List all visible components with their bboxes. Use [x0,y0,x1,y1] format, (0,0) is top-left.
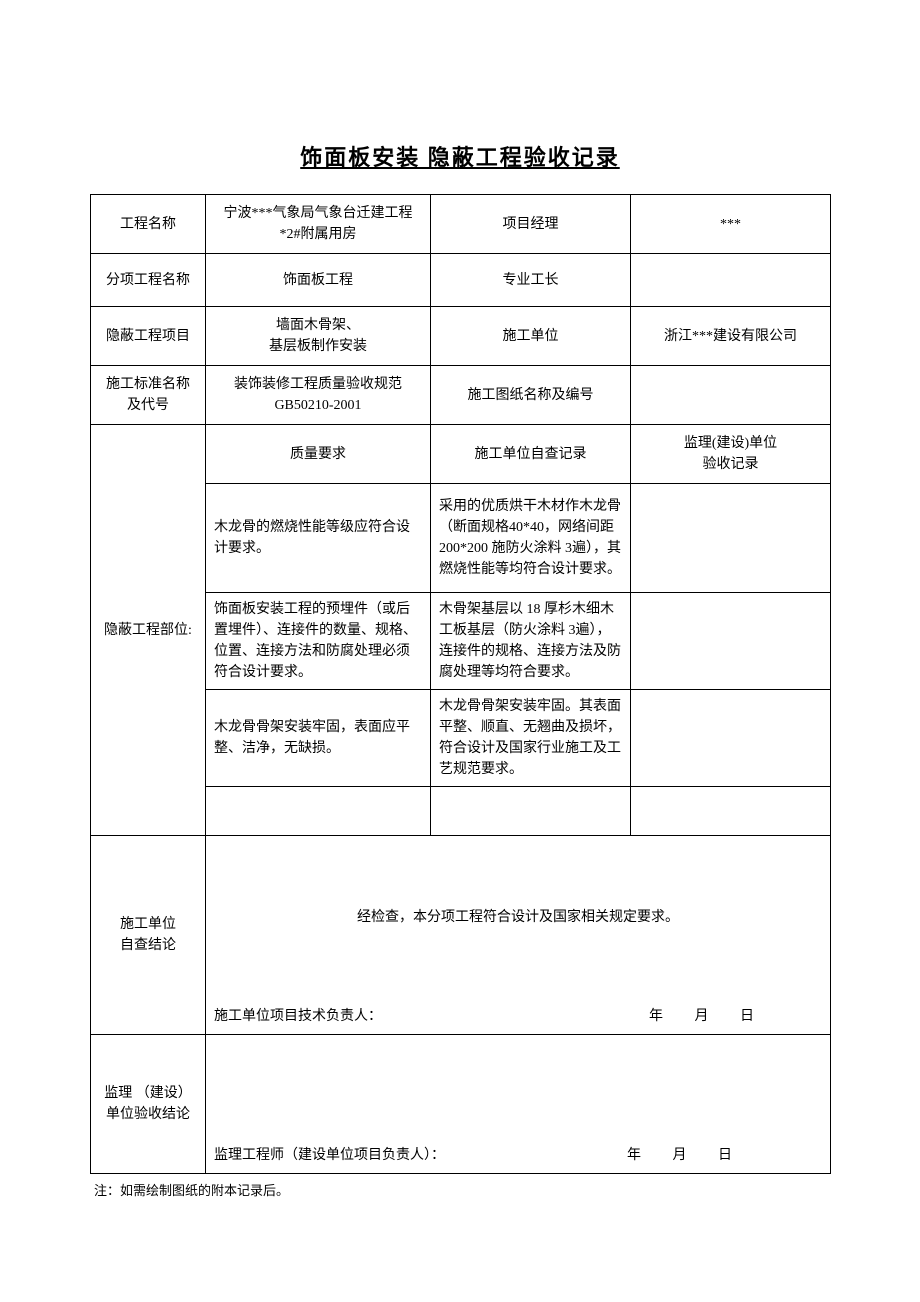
footnote: 注：如需绘制图纸的附本记录后。 [90,1180,830,1199]
check-empty [431,787,631,836]
date-day-1: 日 [740,1009,754,1024]
check-1: 木骨架基层以 18 厚杉木细木工板基层（防火涂料 3遍），连接件的规格、连接方法… [431,593,631,690]
date-year-1: 年 [649,1009,663,1024]
date-month-1: 月 [695,1009,709,1024]
label-foreman: 专业工长 [431,254,631,307]
req-2: 木龙骨骨架安装牢固，表面应平整、洁净，无缺损。 [206,690,431,787]
req-empty [206,787,431,836]
label-hidden-part: 隐蔽工程部位: [91,425,206,836]
date-year-2: 年 [627,1148,641,1163]
value-drawing [631,366,831,425]
value-project-name: 宁波***气象局气象台迁建工程 *2#附属用房 [206,195,431,254]
req-1: 饰面板安装工程的预埋件（或后置埋件）、连接件的数量、规格、位置、连接方法和防腐处… [206,593,431,690]
label-tech-person: 施工单位项目技术负责人： [214,1009,382,1024]
value-sub-project: 饰面板工程 [206,254,431,307]
tech-person-sig-line: 施工单位项目技术负责人： 年 月 日 [206,998,831,1035]
label-hidden-item: 隐蔽工程项目 [91,307,206,366]
supervision-conclusion-body [206,1035,831,1138]
record-table: 工程名称 宁波***气象局气象台迁建工程 *2#附属用房 项目经理 *** 分项… [90,194,831,1174]
supervision-2 [631,690,831,787]
check-2: 木龙骨骨架安装牢固。其表面平整、顺直、无翘曲及损坏，符合设计及国家行业施工及工艺… [431,690,631,787]
req-0: 木龙骨的燃烧性能等级应符合设计要求。 [206,484,431,593]
supervisor-sig-line: 监理工程师（建设单位项目负责人）： 年 月 日 [206,1137,831,1174]
label-project-manager: 项目经理 [431,195,631,254]
label-quality-req: 质量要求 [206,425,431,484]
label-drawing: 施工图纸名称及编号 [431,366,631,425]
self-conclusion-text: 经检查，本分项工程符合设计及国家相关规定要求。 [206,836,831,999]
date-day-2: 日 [718,1148,732,1163]
supervision-1 [631,593,831,690]
label-standard: 施工标准名称 及代号 [91,366,206,425]
value-project-manager: *** [631,195,831,254]
label-project-name: 工程名称 [91,195,206,254]
value-foreman [631,254,831,307]
supervision-0 [631,484,831,593]
supervision-empty [631,787,831,836]
value-construction-unit: 浙江***建设有限公司 [631,307,831,366]
value-hidden-item: 墙面木骨架、 基层板制作安装 [206,307,431,366]
date-month-2: 月 [673,1148,687,1163]
label-sub-project: 分项工程名称 [91,254,206,307]
label-supervision-conclusion: 监理 （建设） 单位验收结论 [91,1035,206,1174]
check-0: 采用的优质烘干木材作木龙骨（断面规格40*40，网络间距200*200 施防火涂… [431,484,631,593]
value-standard: 装饰装修工程质量验收规范 GB50210-2001 [206,366,431,425]
label-supervision-record: 监理(建设)单位 验收记录 [631,425,831,484]
label-self-conclusion: 施工单位 自查结论 [91,836,206,1035]
label-construction-unit: 施工单位 [431,307,631,366]
document-title: 饰面板安装 隐蔽工程验收记录 [90,140,830,172]
label-supervisor: 监理工程师（建设单位项目负责人）： [214,1148,445,1163]
label-self-check: 施工单位自查记录 [431,425,631,484]
